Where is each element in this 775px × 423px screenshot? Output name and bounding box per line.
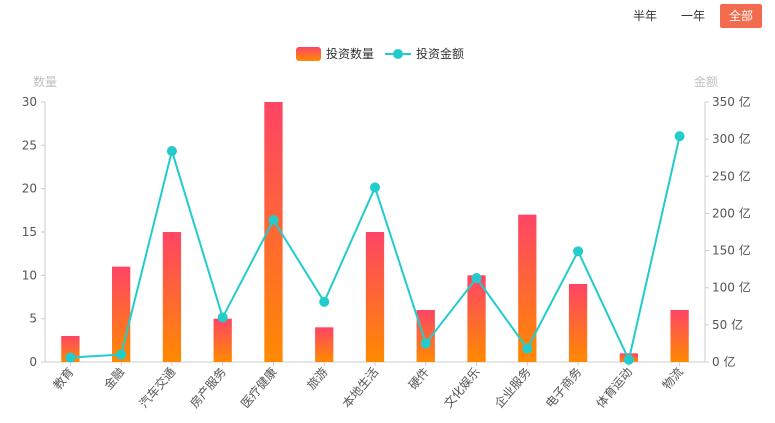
point-硬件[interactable] [420, 338, 431, 349]
point-本地生活[interactable] [370, 182, 380, 193]
x-tick-label: 电子商务 [542, 364, 584, 410]
y-left-tick-label: 25 [22, 138, 37, 152]
bar-房产服务[interactable] [213, 318, 232, 362]
y-right-tick-label: 350 亿 [712, 94, 751, 109]
x-tick-label: 物流 [660, 365, 686, 392]
y-left-tick-labels: 0 5 10 15 20 25 30 [22, 95, 45, 369]
time-range-tabs: 半年 一年 全部 [618, 4, 762, 28]
x-tick-label: 汽车交通 [136, 364, 178, 410]
point-企业服务[interactable] [522, 343, 533, 354]
y-right-tick-label: 100 亿 [712, 280, 751, 295]
point-房产服务[interactable] [217, 312, 228, 323]
y-left-axis-name: 数量 [33, 74, 57, 89]
bar-电子商务[interactable] [568, 284, 588, 362]
tab-one-year[interactable]: 一年 [680, 9, 705, 23]
bar-文化娱乐[interactable] [467, 275, 486, 362]
x-tick-label: 教育 [50, 364, 77, 392]
y-right-axis-name: 金额 [694, 74, 718, 89]
line-series [65, 131, 685, 365]
bar-企业服务[interactable] [518, 214, 537, 362]
y-left-tick-label: 20 [22, 182, 37, 196]
y-right-tick-label: 250 亿 [712, 168, 751, 183]
x-tick-labels: 教育 金融 汽车交通 房产服务 医疗健康 旅游 本地生活 硬件 文化娱乐 企业服务 电子商务 体育运动… [50, 362, 686, 411]
legend-swatch-bar [296, 47, 321, 61]
bar-series [61, 102, 689, 362]
x-tick-label: 体育运动 [593, 364, 635, 410]
bar-硬件[interactable] [416, 310, 435, 362]
point-电子商务[interactable] [573, 246, 584, 257]
legend-label-amount: 投资金额 [416, 46, 464, 61]
point-物流[interactable] [674, 131, 685, 142]
x-tick-label: 旅游 [304, 365, 330, 392]
point-汽车交通[interactable] [166, 146, 177, 157]
bar-金融[interactable] [112, 266, 131, 362]
bar-本地生活[interactable] [365, 232, 385, 362]
point-医疗健康[interactable] [268, 215, 279, 226]
y-right-tick-labels: 0 亿 50 亿 100 亿 150 亿 200 亿 250 亿 300 亿 350 亿 [705, 94, 751, 369]
x-tick-label: 文化娱乐 [440, 364, 482, 410]
x-tick-label: 硬件 [406, 365, 432, 392]
y-right-tick-label: 300 亿 [712, 131, 751, 146]
tab-all[interactable]: 全部 [719, 4, 762, 28]
x-tick-label: 房产服务 [187, 364, 229, 410]
y-left-tick-label: 30 [22, 95, 37, 109]
bar-汽车交通[interactable] [162, 232, 182, 362]
bar-教育[interactable] [61, 336, 80, 362]
x-tick-label: 本地生活 [340, 365, 382, 411]
y-left-tick-label: 0 [29, 355, 37, 369]
point-教育[interactable] [65, 352, 76, 363]
y-left-tick-label: 15 [22, 225, 37, 239]
point-体育运动[interactable] [623, 354, 634, 365]
tab-half-year[interactable]: 半年 [632, 9, 657, 23]
x-tick-label: 医疗健康 [237, 364, 279, 410]
y-right-tick-label: 150 亿 [712, 243, 751, 258]
legend: 投资数量 投资金额 [296, 46, 464, 61]
y-left-tick-label: 10 [22, 268, 37, 282]
y-right-tick-label: 0 亿 [712, 354, 735, 369]
legend-label-count: 投资数量 [326, 46, 374, 61]
bar-旅游[interactable] [315, 327, 334, 362]
bar-物流[interactable] [670, 310, 689, 362]
point-文化娱乐[interactable] [471, 273, 482, 284]
legend-item-amount[interactable]: 投资金额 [385, 46, 464, 61]
y-right-tick-label: 200 亿 [712, 205, 751, 220]
legend-swatch-dot [393, 49, 403, 59]
y-left-tick-label: 5 [29, 312, 37, 326]
x-tick-label: 企业服务 [491, 364, 533, 410]
legend-item-count[interactable]: 投资数量 [296, 46, 374, 61]
point-金融[interactable] [116, 349, 127, 360]
point-旅游[interactable] [319, 296, 330, 307]
bar-医疗健康[interactable] [264, 102, 283, 362]
x-tick-label: 金融 [101, 364, 128, 392]
y-right-tick-label: 50 亿 [712, 317, 743, 332]
